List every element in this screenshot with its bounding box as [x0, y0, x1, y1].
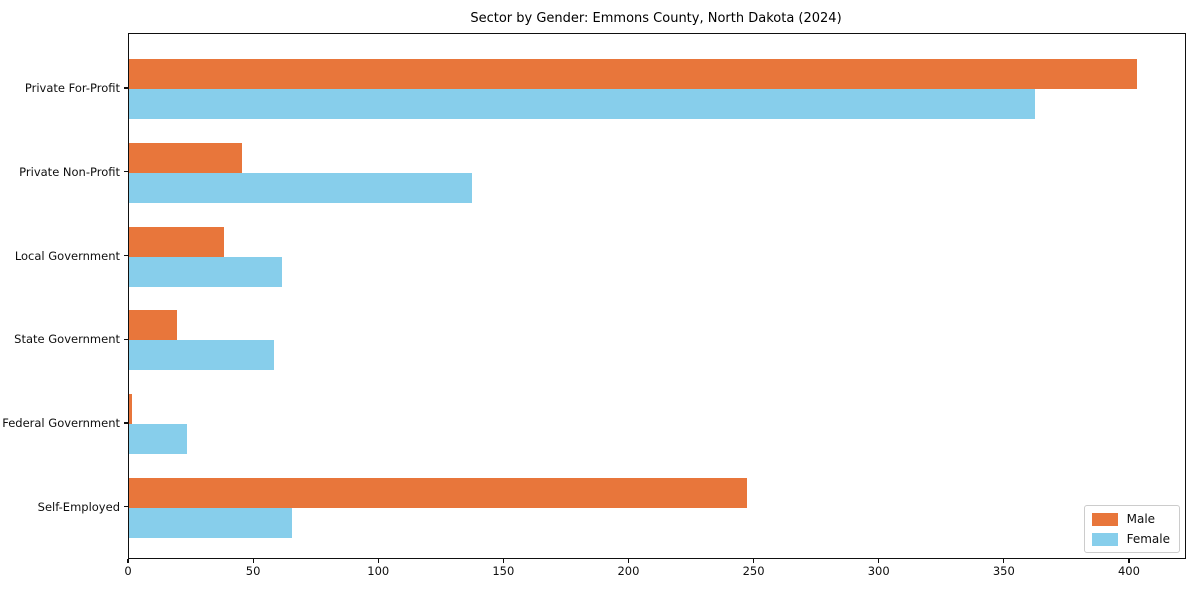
bar-male-local-government — [129, 226, 225, 257]
bar-male-self-employed — [129, 477, 748, 508]
y-tick-label-federal-government: Federal Government — [2, 416, 120, 430]
y-tick-mark — [124, 254, 128, 257]
x-tick-label-100: 100 — [367, 564, 390, 578]
x-tick-label-0: 0 — [124, 564, 132, 578]
x-tick-label-350: 350 — [992, 564, 1015, 578]
bar-male-state-government — [129, 310, 177, 341]
x-tick-mark — [377, 558, 379, 563]
y-tick-label-local-government: Local Government — [14, 248, 120, 263]
x-tick-label-150: 150 — [492, 564, 515, 578]
legend-label-male: Male — [1126, 512, 1156, 526]
bar-female-local-government — [129, 256, 282, 287]
legend-label-female: Female — [1126, 532, 1170, 546]
bar-male-private-non-profit — [129, 142, 242, 173]
x-tick-label-250: 250 — [742, 564, 765, 578]
bar-female-state-government — [129, 340, 275, 371]
y-tick-mark — [124, 506, 128, 508]
legend-swatch-female — [1091, 532, 1118, 546]
bar-female-federal-government — [129, 424, 187, 454]
y-tick-mark — [124, 422, 128, 424]
y-tick-label-self-employed: Self-Employed — [37, 499, 120, 514]
chart-title: Sector by Gender: Emmons County, North D… — [470, 11, 842, 26]
x-tick-mark — [127, 558, 129, 563]
legend: Male Female — [1083, 505, 1180, 553]
x-tick-mark — [627, 558, 630, 563]
x-tick-label-50: 50 — [245, 564, 261, 578]
x-tick-label-300: 300 — [867, 564, 890, 578]
bar-female-private-for-profit — [129, 89, 1035, 119]
y-tick-label-state-government: State Government — [14, 332, 120, 347]
legend-swatch-male — [1091, 512, 1118, 526]
bar-female-self-employed — [129, 507, 292, 538]
x-tick-mark — [878, 558, 880, 563]
legend-item-male: Male — [1091, 512, 1170, 526]
x-tick-mark — [252, 558, 254, 563]
bar-male-private-for-profit — [129, 59, 1138, 89]
y-tick-mark — [124, 338, 128, 340]
legend-item-female: Female — [1091, 532, 1170, 546]
x-tick-label-200: 200 — [617, 564, 640, 578]
y-tick-label-private-non-profit: Private Non-Profit — [19, 164, 120, 179]
x-tick-label-400: 400 — [1117, 564, 1140, 578]
bar-female-private-non-profit — [129, 172, 472, 203]
plot-area: Male Female — [128, 33, 1186, 559]
x-tick-mark — [1128, 558, 1130, 563]
x-tick-mark — [502, 558, 504, 563]
x-tick-mark — [752, 558, 755, 563]
y-tick-label-private-for-profit: Private For-Profit — [24, 81, 120, 95]
bar-male-federal-government — [129, 394, 132, 424]
x-tick-mark — [1003, 558, 1005, 563]
y-tick-mark — [124, 171, 128, 173]
y-tick-mark — [124, 87, 128, 89]
